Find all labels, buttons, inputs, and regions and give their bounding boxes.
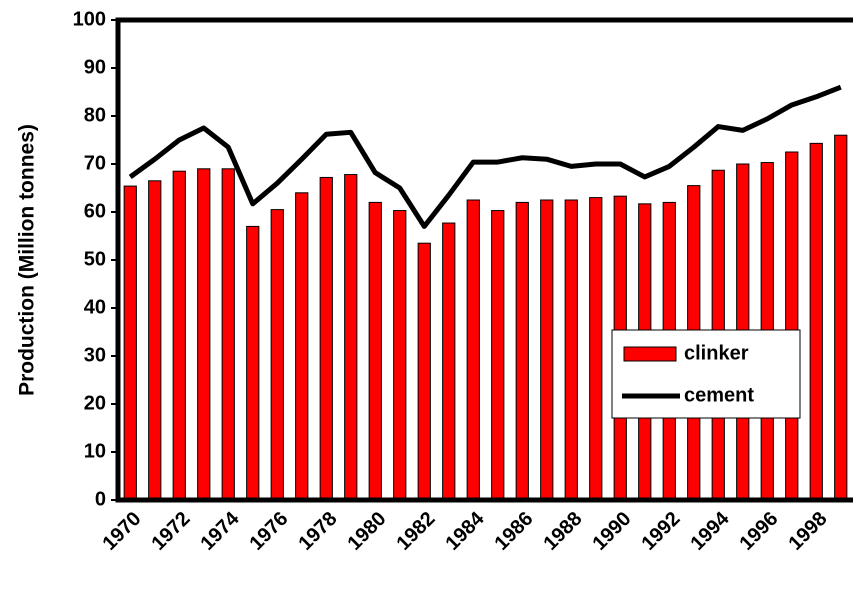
bar: [123, 185, 137, 501]
y-tick-label: 70: [84, 152, 106, 174]
y-tick-label: 10: [84, 440, 106, 462]
x-tick-label: 1992: [637, 508, 684, 555]
bar: [417, 242, 431, 501]
y-tick-label: 60: [84, 200, 106, 222]
bar: [491, 210, 505, 501]
x-tick-label: 1980: [343, 508, 390, 555]
bar: [197, 168, 211, 501]
bar: [270, 209, 284, 501]
bar: [221, 168, 235, 501]
x-tick-label: 1984: [441, 507, 489, 555]
bar: [589, 197, 603, 501]
legend-label: clinker: [684, 342, 749, 364]
bar: [319, 176, 333, 501]
bar: [466, 199, 480, 501]
x-tick-label: 1996: [735, 508, 782, 555]
bar: [172, 170, 186, 501]
y-tick-label: 30: [84, 344, 106, 366]
y-tick-label: 90: [84, 56, 106, 78]
x-tick-label: 1998: [784, 508, 831, 555]
x-tick-label: 1990: [588, 508, 635, 555]
legend-swatch: [623, 346, 677, 362]
bar: [540, 199, 554, 501]
x-tick-label: 1974: [196, 507, 244, 555]
y-tick-label: 100: [73, 8, 106, 30]
y-tick-label: 20: [84, 392, 106, 414]
bar: [809, 142, 823, 501]
bar: [834, 134, 848, 501]
legend-label: cement: [684, 384, 754, 406]
plot-frame: [115, 17, 853, 503]
bar: [564, 199, 578, 501]
x-tick-label: 1978: [294, 508, 341, 555]
x-tick-label: 1976: [245, 508, 292, 555]
x-tick-label: 1970: [98, 508, 145, 555]
line: [128, 84, 842, 229]
x-tick-label: 1982: [392, 508, 439, 555]
y-tick-label: 50: [84, 248, 106, 270]
bar: [295, 192, 309, 501]
bar: [148, 180, 162, 501]
bar: [785, 151, 799, 501]
y-tick-label: 0: [95, 488, 106, 510]
bar: [442, 222, 456, 501]
bar: [368, 201, 382, 501]
legend-box: [611, 329, 801, 419]
x-tick-label: 1972: [147, 508, 194, 555]
y-tick-label: 80: [84, 104, 106, 126]
bar: [246, 225, 260, 501]
y-tick-label: 40: [84, 296, 106, 318]
y-axis-label: Production (Million tonnes): [16, 124, 39, 396]
bar: [515, 201, 529, 501]
bar: [344, 174, 358, 501]
x-tick-label: 1988: [539, 508, 586, 555]
x-tick-label: 1994: [686, 507, 734, 555]
x-tick-label: 1986: [490, 508, 537, 555]
bar: [393, 210, 407, 501]
